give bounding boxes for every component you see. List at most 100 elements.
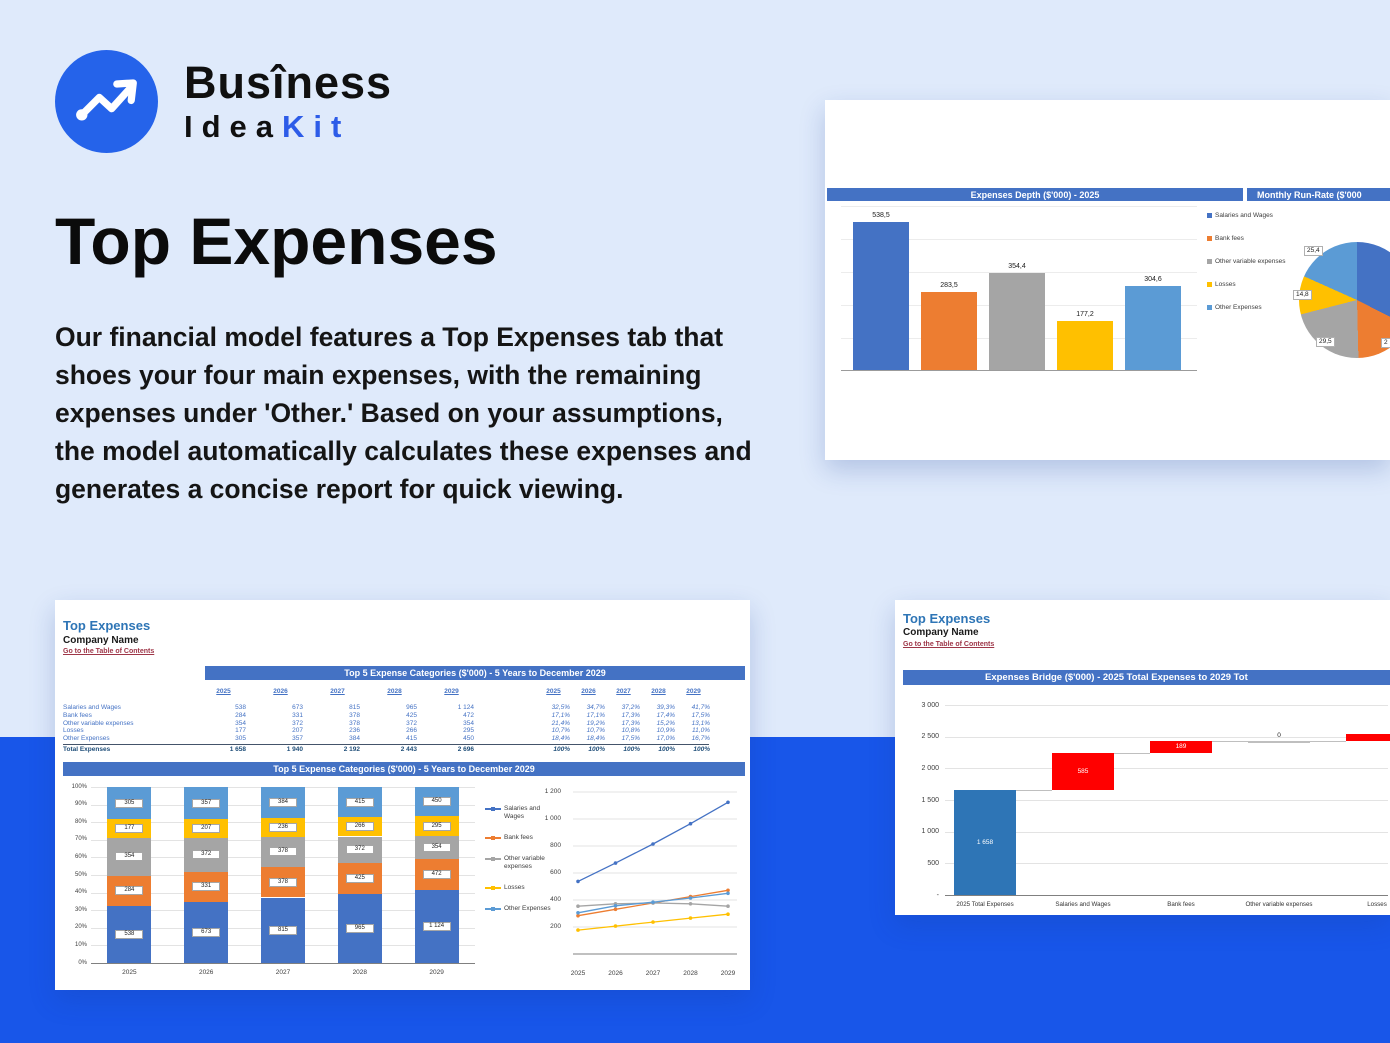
- pie-value-label: 2: [1381, 338, 1390, 348]
- table-cell: 2026: [581, 688, 596, 695]
- y-axis-label: 2 000: [921, 764, 939, 772]
- segment-value-label: 378: [269, 877, 297, 887]
- logo: Busîness IdeaKit: [55, 50, 392, 153]
- table-cell: 32,5%: [551, 704, 570, 711]
- connector-line: [1310, 741, 1346, 742]
- pie-chart-title: Monthly Run-Rate ($'000: [1247, 188, 1390, 201]
- segment-value-label: 295: [422, 821, 451, 831]
- stacked-bar-chart: 0% 10% 20% 30% 40% 50% 60% 70% 80% 90% 100% 538 284 3…: [55, 783, 491, 983]
- expenses-depth-bar-chart: 538,5 283,5 354,4 177,2 304,6: [841, 206, 1197, 371]
- bar: [1057, 321, 1113, 370]
- table-title: Top 5 Expense Categories ($'000) - 5 Yea…: [205, 666, 745, 680]
- table-cell: 2029: [686, 688, 701, 695]
- bar-value-label: 585: [1077, 767, 1089, 775]
- bar: [853, 221, 909, 370]
- data-point: [576, 928, 580, 932]
- table-cell: 21,4%: [551, 719, 570, 727]
- logo-word-idea: Idea: [184, 108, 283, 144]
- legend-swatch-icon: [1207, 213, 1212, 218]
- toc-link[interactable]: Go to the Table of Contents: [63, 648, 155, 655]
- table-cell: 354: [463, 719, 474, 727]
- legend-item: Other variable expenses: [485, 855, 561, 871]
- legend-item: Bank fees: [1207, 235, 1291, 243]
- chart-title: Top 5 Expense Categories ($'000) - 5 Yea…: [63, 762, 745, 776]
- legend-label: Other variable expenses: [504, 855, 545, 870]
- segment-value-label: 673: [192, 928, 221, 937]
- waterfall-bar: [954, 790, 1016, 895]
- table-cell: 1 124: [457, 704, 474, 711]
- company-name: Company Name: [63, 635, 139, 646]
- logo-line-2: IdeaKit: [184, 109, 392, 145]
- legend-item: Losses: [485, 884, 561, 892]
- y-axis-label: 50%: [74, 871, 87, 878]
- x-axis-label: 2028: [352, 969, 368, 976]
- legend-label: Salaries and Wages: [504, 805, 541, 820]
- legend-marker-icon: [491, 886, 495, 890]
- segment-value-label: 207: [192, 824, 221, 834]
- table-cell: 15,2%: [656, 719, 675, 727]
- table-cell: Other variable expenses: [63, 719, 134, 727]
- table-cell: 236: [349, 727, 360, 735]
- table-cell: 295: [463, 727, 474, 735]
- legend-marker-icon: [491, 907, 495, 911]
- segment-value-label: 378: [269, 847, 297, 857]
- bar: [1125, 286, 1181, 370]
- segment-value-label: 266: [345, 822, 374, 832]
- table-cell: 384: [349, 735, 360, 743]
- screenshot-top5-expenses: Top Expenses Company Name Go to the Tabl…: [55, 600, 750, 990]
- y-axis-label: 1 500: [921, 796, 939, 804]
- table-cell: 17,0%: [656, 735, 675, 743]
- legend-label: Bank fees: [504, 834, 533, 841]
- legend-item: Salaries and Wages: [485, 805, 561, 821]
- expense-table: 2025 2025 2026 2026 2027 2027 2028 2028 2029 2029…: [63, 686, 745, 760]
- x-axis-label: 2025: [122, 969, 137, 976]
- legend-label: Salaries and Wages: [1215, 212, 1273, 219]
- segment-value-label: 965: [345, 923, 374, 933]
- table-cell: 378: [349, 719, 360, 727]
- legend-label: Other Expenses: [504, 905, 551, 912]
- run-rate-pie-chart: [1299, 242, 1390, 358]
- y-axis-label: 80%: [74, 818, 87, 825]
- legend-label: Bank fees: [1215, 235, 1244, 242]
- toc-link[interactable]: Go to the Table of Contents: [903, 641, 995, 648]
- table-cell: 11,0%: [692, 727, 710, 735]
- data-point: [651, 920, 655, 924]
- data-point: [613, 924, 618, 928]
- table-cell: 17,1%: [551, 711, 570, 719]
- data-point: [613, 904, 618, 908]
- table-cell: 100%: [623, 746, 640, 753]
- legend-swatch-icon: [1207, 305, 1212, 310]
- data-point: [651, 842, 655, 846]
- trend-line-chart: [573, 791, 737, 955]
- x-axis-label: Salaries and Wages: [1055, 901, 1111, 908]
- legend-item: Other variable expenses: [1207, 258, 1291, 266]
- bar-chart-title: Expenses Depth ($'000) - 2025: [827, 188, 1243, 201]
- table-cell: 34,7%: [586, 704, 605, 711]
- table-cell: 2026: [273, 688, 288, 695]
- segment-value-label: 450: [422, 797, 451, 807]
- segment-value-label: 305: [115, 798, 144, 808]
- table-cell: 450: [463, 735, 474, 743]
- segment-value-label: 815: [269, 925, 297, 935]
- y-axis-label: 3 000: [921, 701, 939, 709]
- table-cell: 354: [235, 719, 246, 727]
- table-cell: 2 192: [343, 746, 360, 753]
- table-cell: 2025: [216, 688, 231, 695]
- data-point: [651, 900, 655, 904]
- logo-word-business: Busîness: [184, 56, 393, 108]
- bar: [989, 272, 1045, 370]
- table-cell: Salaries and Wages: [63, 704, 121, 711]
- table-cell: Total Expenses: [63, 746, 111, 753]
- legend-item: Other Expenses: [485, 905, 561, 913]
- table-cell: 17,3%: [621, 711, 640, 719]
- pie-value-label: 29,5: [1316, 337, 1335, 347]
- table-cell: 815: [349, 704, 360, 711]
- table-cell: 1 658: [229, 746, 246, 753]
- table-cell: 17,5%: [621, 735, 640, 743]
- table-cell: 357: [292, 735, 303, 743]
- bar-value-label: 304,6: [1144, 276, 1162, 284]
- table-cell: 2028: [387, 688, 402, 695]
- table-cell: 2028: [651, 688, 666, 695]
- data-point: [688, 896, 693, 900]
- gridline: [945, 863, 1388, 865]
